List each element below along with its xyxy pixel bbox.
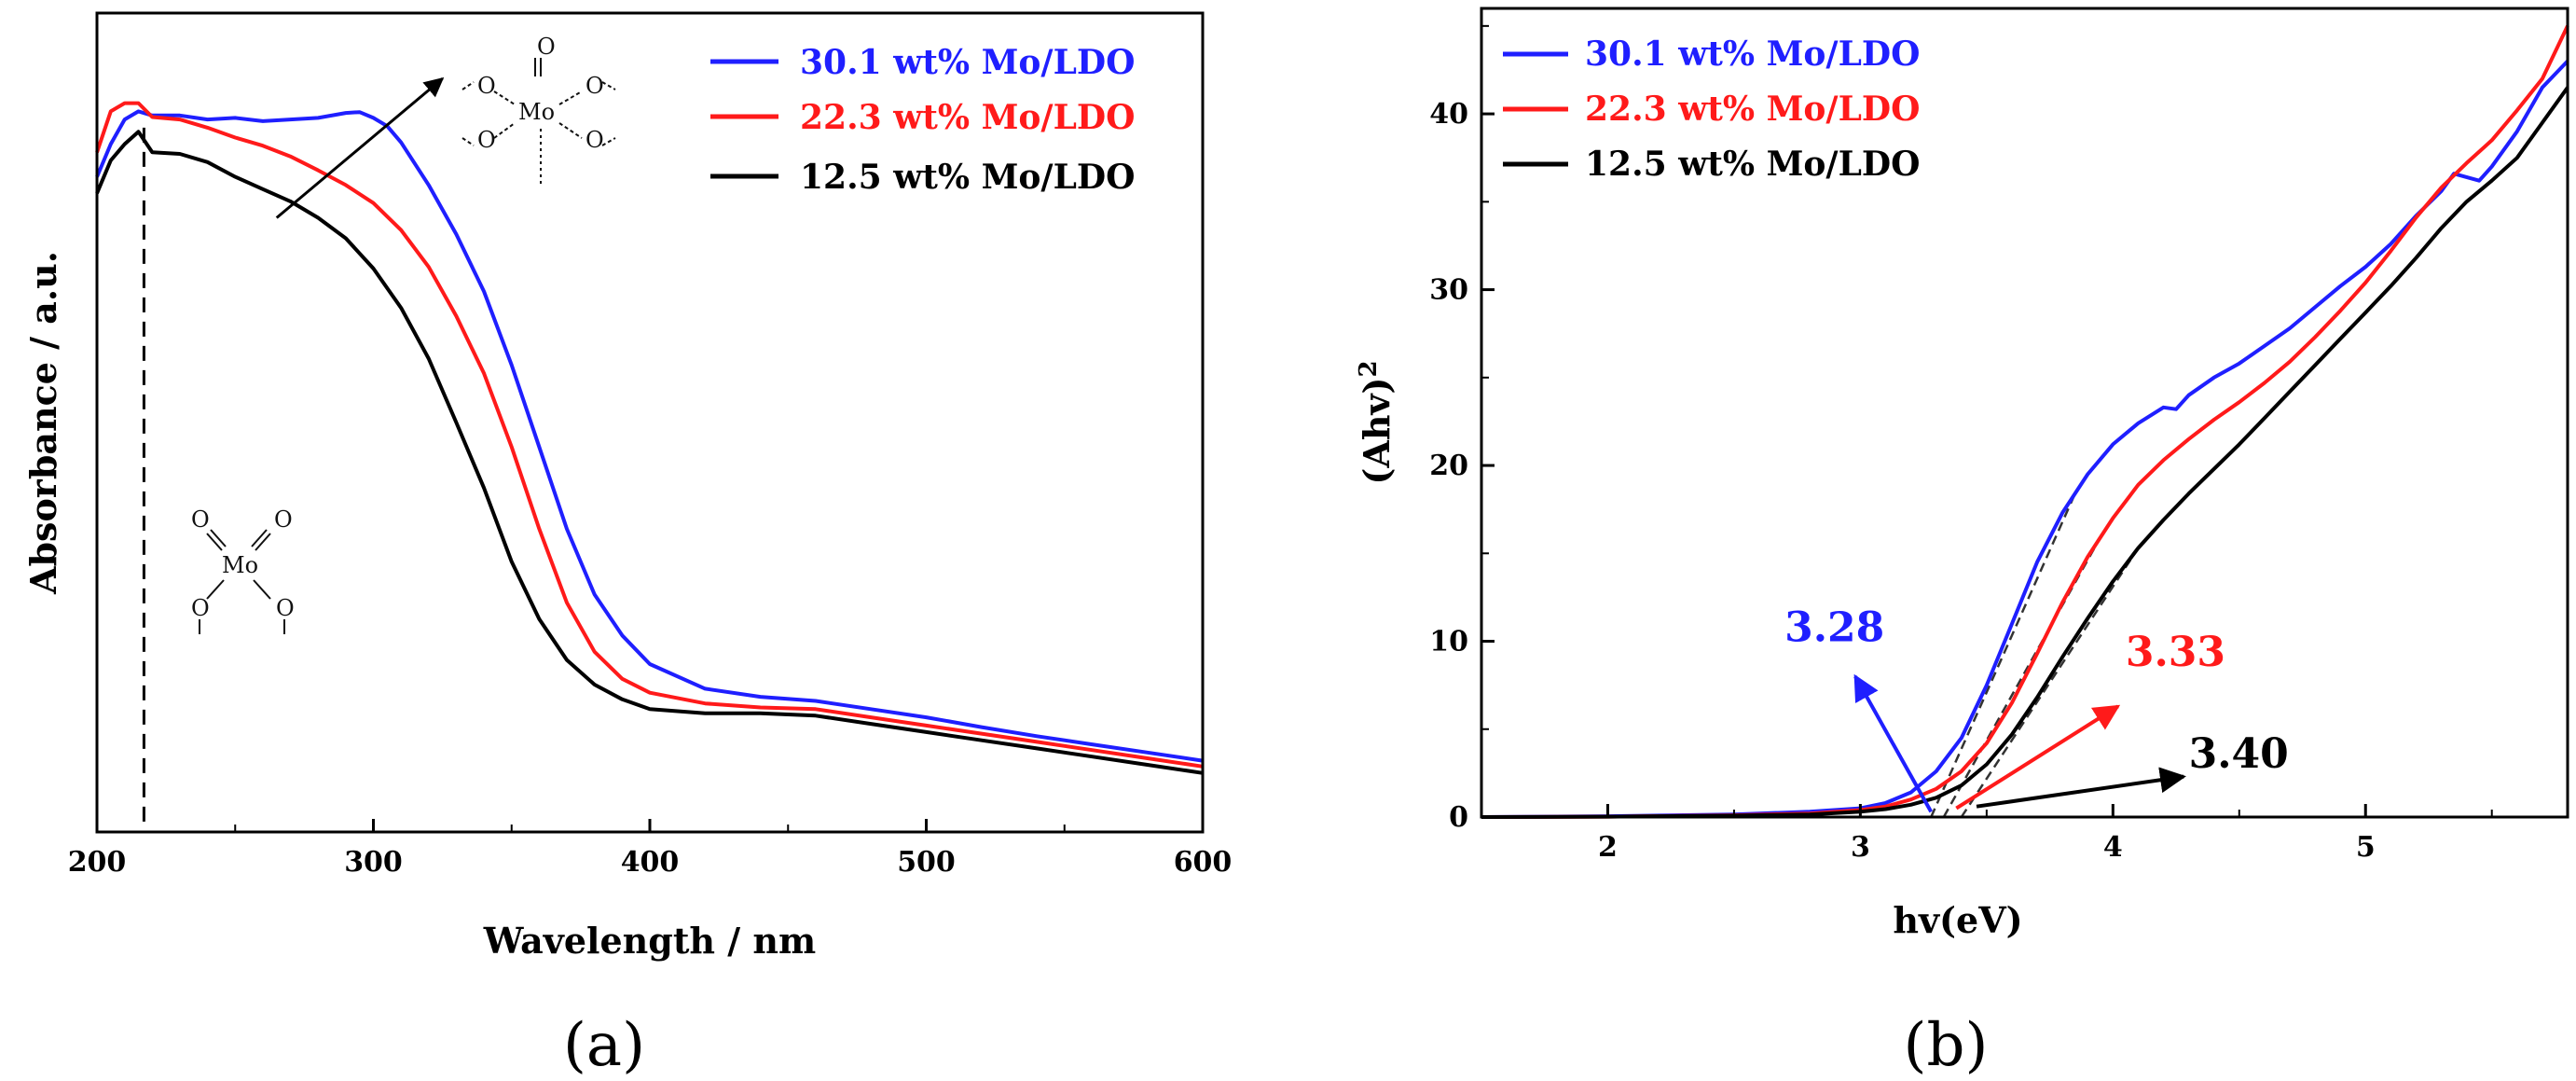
- x-tick-label-a-3: 500: [897, 846, 956, 879]
- x-tick-label-a-4: 600: [1174, 846, 1233, 879]
- atom-o-bl: O: [191, 595, 210, 621]
- x-tick-label-b-3: 5: [2356, 831, 2376, 864]
- y-tick-label-b-0: 0: [1449, 801, 1468, 834]
- panel-label-a: (a): [563, 1011, 645, 1080]
- chart-a: 200 300 400 500 600 Wavelength / nm Absorban…: [22, 11, 1233, 1080]
- legend-a: 30.1 wt% Mo/LDO 22.3 wt% Mo/LDO 12.5 wt%…: [710, 43, 1135, 197]
- x-tick-label-b-2: 4: [2103, 831, 2123, 864]
- tangent-line-b-1: [1942, 536, 2101, 818]
- tangent-line-b-2: [1960, 547, 2140, 818]
- x-axis-label-a: Wavelength / nm: [483, 920, 816, 962]
- atom-o-lower-right: O: [585, 127, 604, 153]
- x-tick-label-a-2: 400: [621, 846, 680, 879]
- atom-o-tl: O: [191, 506, 210, 533]
- atom-mo-octahedral: Mo: [518, 99, 555, 125]
- series-line-a-1: [95, 101, 1204, 769]
- bandgap-arrow-0: [1853, 673, 1934, 813]
- x-tick-label-a-0: 200: [68, 846, 127, 879]
- panel-label-b: (b): [1904, 1011, 1989, 1080]
- tetrahedral-mo-structure: O O Mo O O: [191, 506, 295, 634]
- plot-frame-b: [1480, 7, 2569, 819]
- series-line-a-0: [95, 109, 1204, 763]
- bandgap-arrow-1: [1955, 704, 2121, 811]
- x-tick-label-a-1: 300: [344, 846, 403, 879]
- x-axis-label-b: hv(eV): [1893, 899, 2022, 941]
- x-tick-label-b-1: 3: [1851, 831, 1870, 864]
- atom-o-br: O: [276, 595, 295, 621]
- series-line-b-1: [1481, 24, 2569, 819]
- legend-label-a-1: 22.3 wt% Mo/LDO: [800, 98, 1135, 137]
- y-axis-label-b-sup: 2: [1355, 360, 1383, 377]
- y-axis-label-b: (Ahv)2: [1355, 360, 1398, 484]
- bandgap-label-2: 3.40: [2189, 730, 2289, 778]
- bandgap-label-0: 3.28: [1784, 604, 1884, 652]
- tangent-line-b-0: [1930, 492, 2076, 818]
- bandgap-arrow-2: [1976, 767, 2186, 809]
- atom-o-lower-left: O: [477, 127, 496, 153]
- y-tick-label-b-3: 30: [1429, 274, 1468, 307]
- y-tick-label-b-4: 40: [1429, 98, 1468, 131]
- legend-label-a-0: 30.1 wt% Mo/LDO: [800, 43, 1135, 82]
- y-axis-label-b-main: (Ahv): [1356, 377, 1398, 484]
- atom-o-upper-right: O: [585, 73, 604, 99]
- atom-o-top: O: [537, 34, 556, 60]
- atom-mo-tetrahedral: Mo: [222, 552, 258, 578]
- series-line-a-2: [95, 130, 1204, 775]
- atom-o-upper-left: O: [477, 73, 496, 99]
- legend-label-b-0: 30.1 wt% Mo/LDO: [1585, 35, 1920, 74]
- trend-arrow: [275, 76, 445, 219]
- atom-o-tr: O: [274, 506, 293, 533]
- legend-b: 30.1 wt% Mo/LDO 22.3 wt% Mo/LDO 12.5 wt%…: [1503, 35, 1920, 184]
- octahedral-mo-structure: O O O Mo O O: [461, 34, 616, 187]
- series-line-b-2: [1481, 86, 2569, 819]
- legend-label-a-2: 12.5 wt% Mo/LDO: [800, 158, 1135, 197]
- y-axis-label-a: Absorbance / a.u.: [22, 251, 64, 595]
- y-tick-label-b-2: 20: [1429, 450, 1468, 482]
- bandgap-label-1: 3.33: [2126, 629, 2225, 676]
- y-tick-label-b-1: 10: [1429, 626, 1468, 658]
- legend-label-b-1: 22.3 wt% Mo/LDO: [1585, 90, 1920, 129]
- legend-label-b-2: 12.5 wt% Mo/LDO: [1585, 145, 1920, 184]
- x-tick-label-b-0: 2: [1598, 831, 1618, 864]
